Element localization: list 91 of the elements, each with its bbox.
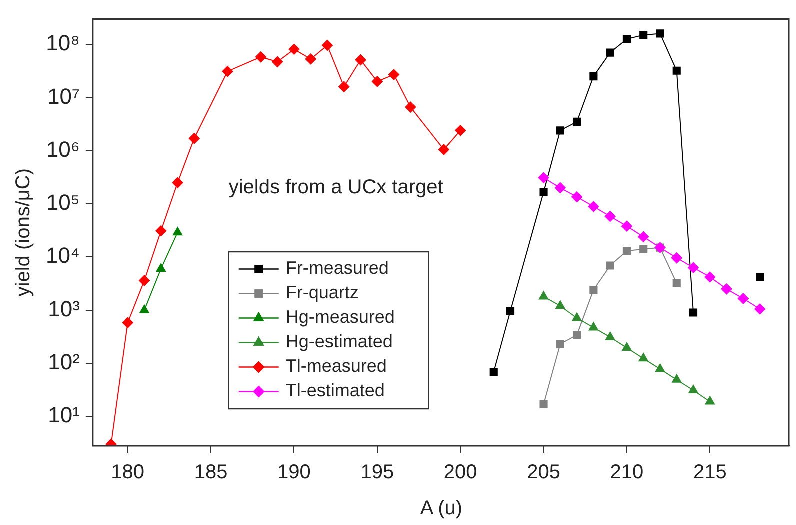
point	[355, 54, 366, 66]
point	[738, 293, 749, 304]
point	[405, 102, 416, 113]
x-tick-label: 190	[278, 462, 311, 484]
point	[288, 44, 300, 55]
y-tick-label: 10⁶	[46, 136, 80, 162]
x-tick-label: 195	[360, 462, 394, 484]
point	[622, 247, 631, 256]
legend-label: Tl-estimated	[286, 380, 385, 401]
point	[554, 182, 566, 194]
point	[140, 304, 150, 314]
point	[756, 273, 764, 282]
point	[621, 220, 632, 232]
point	[572, 312, 582, 322]
point	[388, 69, 400, 80]
point	[672, 279, 681, 288]
point	[640, 245, 648, 254]
y-tick-label: 10²	[48, 350, 80, 375]
point	[255, 52, 266, 63]
point	[156, 263, 166, 272]
point	[556, 300, 566, 310]
y-tick-label: 10⁸	[46, 30, 80, 56]
point	[588, 201, 600, 212]
point	[322, 40, 333, 51]
point	[172, 227, 183, 236]
point	[754, 304, 766, 315]
point	[588, 322, 599, 331]
point	[704, 272, 716, 283]
point	[188, 133, 200, 144]
point	[638, 353, 648, 362]
point	[573, 331, 582, 340]
point	[672, 66, 681, 75]
point	[606, 48, 614, 57]
legend-label: Fr-measured	[286, 258, 389, 278]
point	[540, 400, 548, 408]
point	[689, 308, 698, 317]
y-tick-label: 10⁵	[46, 190, 80, 216]
point	[590, 72, 598, 81]
point	[506, 307, 515, 316]
annotation: yields from a UCx target	[228, 176, 444, 198]
point	[622, 35, 631, 44]
point	[604, 211, 616, 222]
point	[538, 172, 550, 184]
point	[305, 54, 316, 65]
point	[338, 81, 350, 92]
point	[590, 286, 598, 294]
point	[672, 374, 682, 383]
legend-label: Hg-estimated	[286, 332, 393, 352]
point	[688, 262, 700, 274]
point	[172, 177, 184, 188]
x-tick-label: 180	[111, 462, 145, 484]
point	[671, 252, 682, 264]
point	[438, 144, 450, 156]
x-axis-title: A (u)	[420, 498, 463, 520]
y-tick-label: 10¹	[48, 402, 80, 428]
point	[705, 396, 715, 405]
x-tick-label: 210	[610, 462, 644, 484]
x-tick-label: 215	[693, 462, 727, 484]
point	[372, 76, 383, 88]
point	[139, 275, 150, 286]
point	[638, 231, 650, 242]
y-tick-label: 10³	[48, 296, 80, 322]
point	[721, 284, 732, 295]
point	[490, 368, 498, 376]
point	[606, 262, 614, 270]
point	[556, 126, 564, 135]
point	[573, 118, 582, 126]
point	[122, 317, 134, 328]
x-tick-label: 200	[444, 462, 478, 484]
point	[556, 340, 564, 348]
y-tick-label: 10⁷	[47, 84, 80, 109]
point	[222, 66, 234, 78]
legend-label: Fr-quartz	[286, 282, 359, 303]
point	[622, 342, 632, 352]
x-tick-label: 205	[527, 462, 560, 484]
point	[540, 188, 548, 196]
y-tick-label: 10⁴	[46, 243, 80, 268]
legend-label: Tl-measured	[286, 356, 387, 376]
point	[572, 192, 583, 203]
point	[656, 30, 664, 38]
point	[272, 56, 284, 68]
point	[640, 31, 648, 40]
x-tick-label: 185	[194, 462, 228, 484]
point	[538, 291, 549, 300]
point	[655, 364, 666, 372]
point	[688, 385, 698, 394]
legend-label: Hg-measured	[286, 307, 395, 328]
point	[455, 125, 466, 136]
point	[156, 226, 167, 237]
point	[605, 332, 616, 340]
y-axis-title: yield (ions/μC)	[12, 168, 35, 297]
